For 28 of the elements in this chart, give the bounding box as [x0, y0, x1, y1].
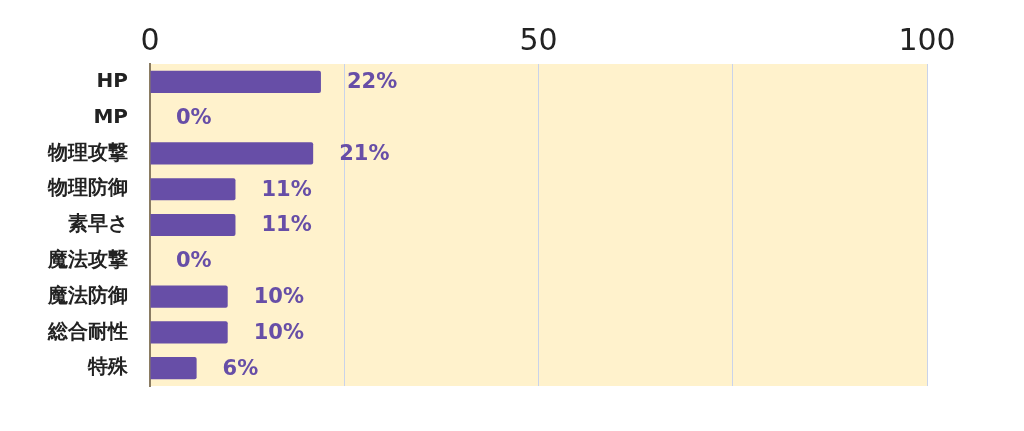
data-label: 22%: [346, 69, 398, 94]
data-label: 11%: [261, 176, 312, 201]
y-tick-label: 魔法防御: [47, 282, 128, 307]
y-tick-label: 特殊: [87, 354, 129, 379]
data-label: 11%: [261, 212, 312, 237]
bar: [150, 213, 236, 237]
data-label: 0%: [176, 248, 212, 273]
y-tick-label: 魔法攻撃: [47, 246, 128, 271]
y-tick-label: 物理攻撃: [47, 139, 128, 164]
bar: [150, 321, 228, 344]
y-tick-label: 物理防御: [47, 175, 128, 200]
data-label: 0%: [176, 105, 212, 130]
y-tick-label: 素早さ: [68, 211, 128, 236]
data-label: 10%: [253, 319, 304, 344]
bar: [150, 285, 228, 308]
bar: [150, 178, 236, 201]
y-tick-label: HP: [96, 68, 128, 93]
y-tick-label: 総合耐性: [47, 318, 128, 343]
bar: [150, 142, 314, 165]
bar: [150, 70, 321, 93]
x-tick-label: 100: [898, 21, 956, 57]
data-label: 10%: [253, 284, 304, 309]
data-label: 6%: [222, 355, 259, 380]
x-tick-label: 0: [140, 21, 160, 57]
data-label: 21%: [339, 140, 390, 165]
bar: [150, 357, 197, 380]
y-tick-label: MP: [93, 103, 128, 128]
x-tick-label: 50: [519, 21, 558, 57]
